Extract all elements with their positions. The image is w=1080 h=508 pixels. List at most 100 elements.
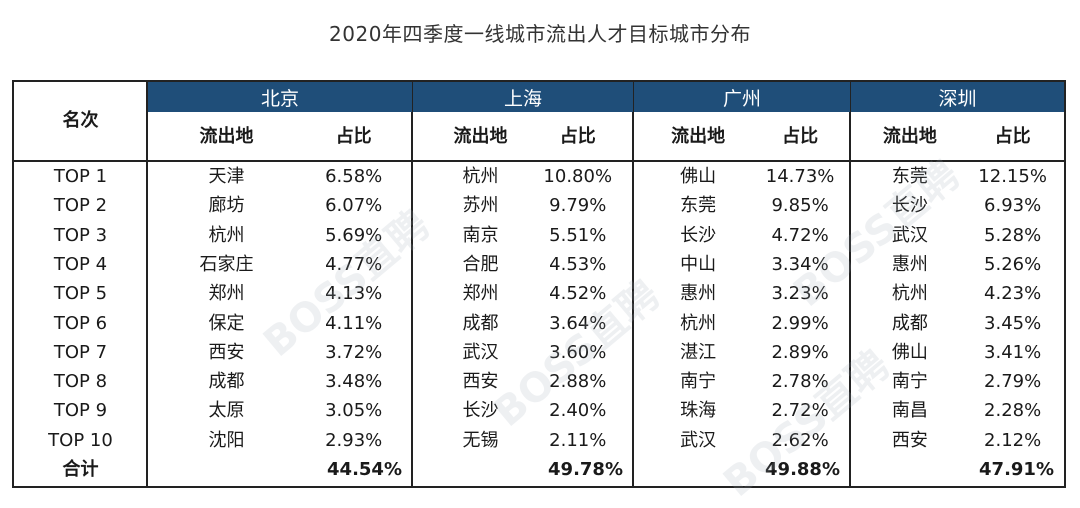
- share-value: 5.26%: [984, 253, 1042, 275]
- rank-label: TOP 4: [53, 253, 108, 275]
- destination-city: 苏州: [462, 195, 499, 217]
- destination-city: 湛江: [680, 341, 717, 363]
- destination-city: 太原: [208, 400, 245, 422]
- share-value: 4.13%: [325, 283, 383, 305]
- column-separator: [411, 82, 413, 486]
- share-value: 2.78%: [771, 371, 829, 393]
- rank-label: TOP 1: [53, 166, 108, 187]
- share-value: 3.48%: [325, 371, 383, 393]
- total-label: 合计: [62, 459, 99, 480]
- destination-city: 西安: [462, 371, 499, 393]
- column-separator: [849, 82, 851, 486]
- destination-city: 无锡: [462, 429, 499, 451]
- destination-city: 长沙: [462, 400, 499, 422]
- share-value: 5.28%: [984, 224, 1042, 246]
- total-share: 49.78%: [548, 459, 623, 480]
- share-value: 2.79%: [984, 371, 1042, 393]
- rank-label: TOP 9: [53, 400, 108, 422]
- destination-city: 珠海: [680, 400, 717, 422]
- destination-city: 长沙: [891, 195, 928, 217]
- destination-city: 沈阳: [208, 429, 245, 451]
- destination-city: 合肥: [462, 253, 499, 275]
- destination-city: 成都: [208, 371, 245, 393]
- share-value: 2.88%: [549, 371, 607, 393]
- share-value: 12.15%: [978, 166, 1047, 187]
- rank-label: TOP 5: [53, 283, 108, 305]
- destination-city: 西安: [891, 429, 928, 451]
- total-share: 44.54%: [327, 459, 402, 480]
- destination-city: 天津: [208, 166, 245, 187]
- city-header-3: 深圳: [851, 82, 1064, 112]
- destination-city: 成都: [891, 312, 928, 334]
- share-value: 2.28%: [984, 400, 1042, 422]
- destination-city: 中山: [680, 253, 717, 275]
- share-value: 4.23%: [984, 283, 1042, 305]
- share-value: 4.11%: [325, 312, 383, 334]
- column-separator: [632, 82, 634, 486]
- rank-label: TOP 10: [48, 429, 113, 451]
- destination-city: 西安: [208, 341, 245, 363]
- destination-city: 佛山: [680, 166, 717, 187]
- col-header-share: 占比: [559, 126, 596, 147]
- share-value: 3.05%: [325, 400, 383, 422]
- share-value: 9.85%: [771, 195, 829, 217]
- share-value: 4.52%: [549, 283, 607, 305]
- share-value: 5.69%: [325, 224, 383, 246]
- rank-label: TOP 8: [53, 371, 108, 393]
- destination-city: 武汉: [680, 429, 717, 451]
- rank-label: TOP 6: [53, 312, 108, 334]
- destination-city: 东莞: [680, 195, 717, 217]
- rank-label: TOP 2: [53, 195, 108, 217]
- share-value: 2.12%: [984, 429, 1042, 451]
- page-title: 2020年四季度一线城市流出人才目标城市分布: [329, 22, 751, 46]
- share-value: 2.62%: [771, 429, 829, 451]
- destination-city: 郑州: [462, 283, 499, 305]
- share-value: 2.72%: [771, 400, 829, 422]
- destination-city: 武汉: [462, 341, 499, 363]
- destination-city: 惠州: [891, 253, 928, 275]
- share-value: 2.93%: [325, 429, 383, 451]
- col-header-share: 占比: [335, 126, 372, 147]
- rank-column-header: 名次: [62, 110, 99, 131]
- share-value: 4.77%: [325, 253, 383, 275]
- destination-city: 杭州: [680, 312, 717, 334]
- destination-city: 郑州: [208, 283, 245, 305]
- share-value: 2.89%: [771, 341, 829, 363]
- city-header-2: 广州: [634, 82, 850, 112]
- destination-city: 武汉: [891, 224, 928, 246]
- destination-city: 南昌: [891, 400, 928, 422]
- share-value: 6.93%: [984, 195, 1042, 217]
- city-header-1: 上海: [413, 82, 633, 112]
- destination-city: 东莞: [891, 166, 928, 187]
- destination-city: 成都: [462, 312, 499, 334]
- destination-city: 惠州: [680, 283, 717, 305]
- share-value: 6.58%: [325, 166, 383, 187]
- col-header-from: 流出地: [882, 126, 937, 147]
- share-value: 5.51%: [549, 224, 607, 246]
- share-value: 4.53%: [549, 253, 607, 275]
- destination-city: 长沙: [680, 224, 717, 246]
- col-header-share: 占比: [782, 126, 819, 147]
- share-value: 4.72%: [771, 224, 829, 246]
- share-value: 3.64%: [549, 312, 607, 334]
- share-value: 2.99%: [771, 312, 829, 334]
- share-value: 2.40%: [549, 400, 607, 422]
- share-value: 3.41%: [984, 341, 1042, 363]
- share-value: 14.73%: [765, 166, 835, 187]
- destination-city: 南宁: [680, 371, 717, 393]
- share-value: 9.79%: [549, 195, 607, 217]
- share-value: 3.60%: [549, 341, 607, 363]
- destination-city: 廊坊: [208, 195, 245, 217]
- column-separator: [146, 82, 148, 486]
- destination-city: 保定: [208, 312, 245, 334]
- destination-city: 南京: [462, 224, 499, 246]
- destination-city: 佛山: [891, 341, 928, 363]
- rank-label: TOP 7: [53, 341, 108, 363]
- destination-city: 杭州: [208, 224, 245, 246]
- total-share: 47.91%: [979, 459, 1054, 480]
- share-value: 3.72%: [325, 341, 383, 363]
- rank-label: TOP 3: [53, 224, 108, 246]
- share-value: 10.80%: [543, 166, 613, 187]
- share-value: 6.07%: [325, 195, 383, 217]
- share-value: 3.23%: [771, 283, 829, 305]
